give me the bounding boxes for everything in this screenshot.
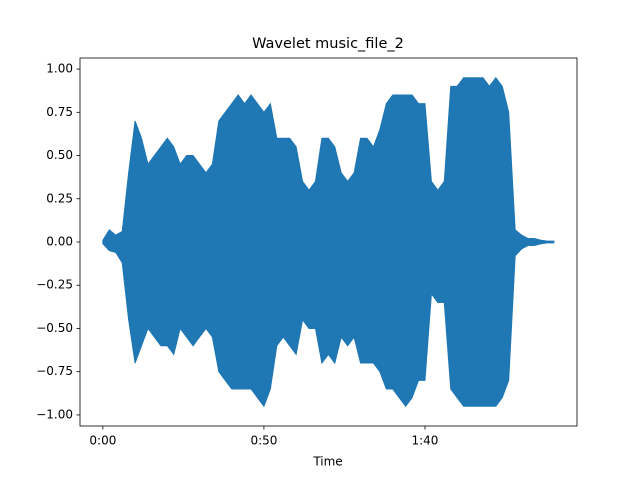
y-tick-label: 1.00: [46, 62, 73, 76]
chart-title: Wavelet music_file_2: [252, 36, 404, 52]
y-tick-label: −0.25: [36, 278, 73, 292]
y-tick-label: −1.00: [36, 407, 73, 421]
y-tick-label: 0.25: [46, 191, 73, 205]
x-tick-label: 0:50: [250, 434, 277, 448]
y-tick-label: −0.75: [36, 364, 73, 378]
y-tick-label: 0.75: [46, 105, 73, 119]
x-tick-label: 1:40: [411, 434, 438, 448]
x-tick-label: 0:00: [89, 434, 116, 448]
y-tick-label: −0.50: [36, 321, 73, 335]
y-tick-label: 0.50: [46, 148, 73, 162]
waveform-lower: [102, 241, 555, 408]
x-axis-label: Time: [312, 455, 342, 469]
waveform-upper: [102, 76, 555, 243]
y-tick-label: 0.00: [46, 235, 73, 249]
